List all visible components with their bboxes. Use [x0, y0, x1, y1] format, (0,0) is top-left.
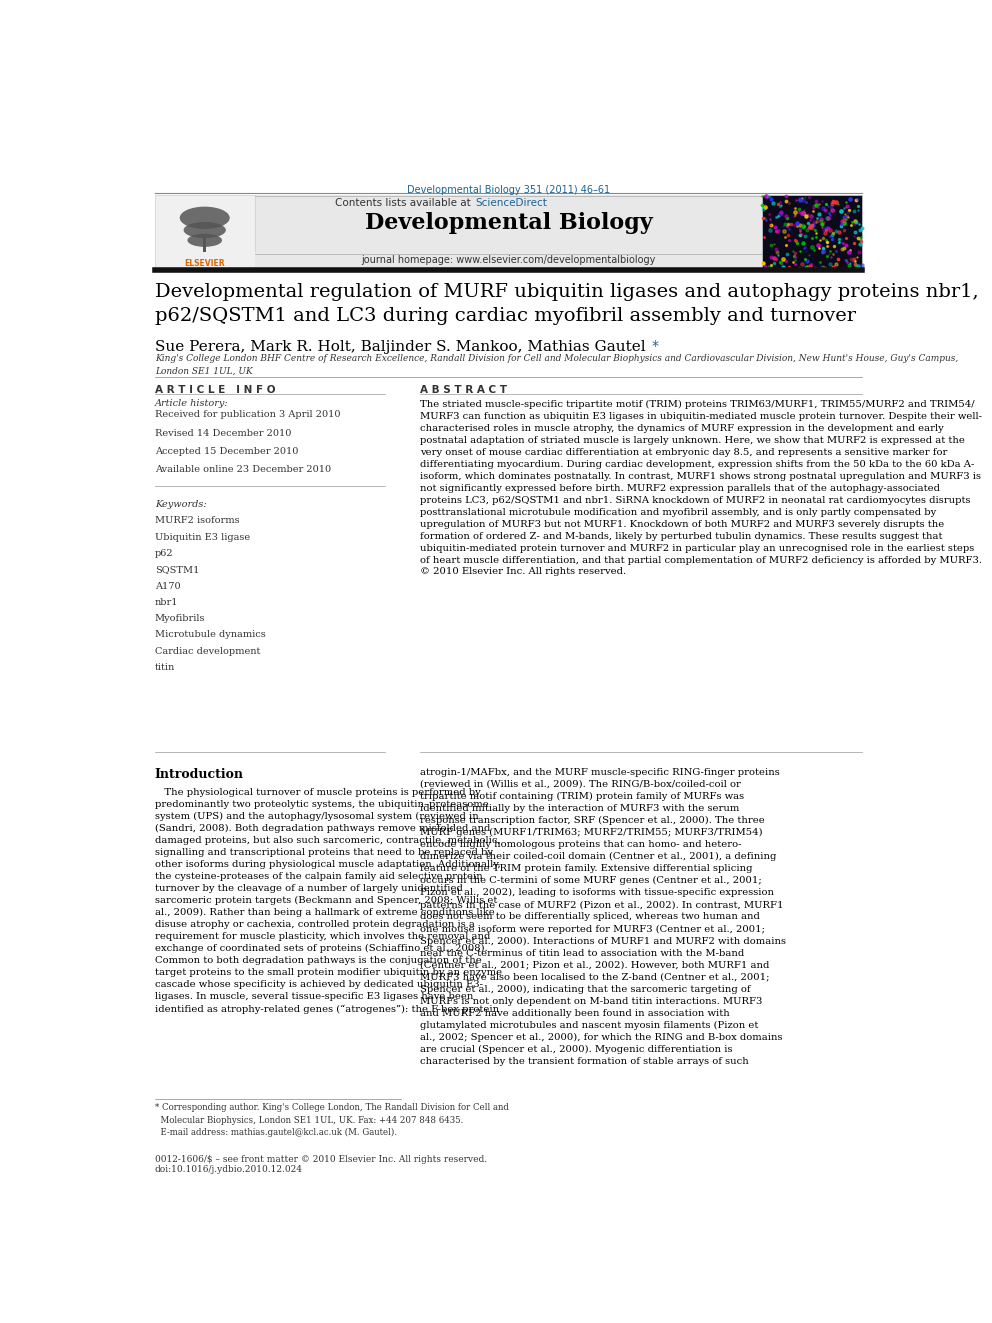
FancyBboxPatch shape — [255, 253, 762, 269]
Text: The physiological turnover of muscle proteins is performed by
predominantly two : The physiological turnover of muscle pro… — [155, 789, 502, 1013]
Text: * Corresponding author. King's College London, The Randall Division for Cell and: * Corresponding author. King's College L… — [155, 1103, 509, 1138]
Bar — [203, 238, 206, 253]
Text: Article history:: Article history: — [155, 400, 228, 409]
Text: Microtubule dynamics: Microtubule dynamics — [155, 631, 266, 639]
Text: journal homepage: www.elsevier.com/developmentalbiology: journal homepage: www.elsevier.com/devel… — [361, 254, 656, 265]
Text: Accepted 15 December 2010: Accepted 15 December 2010 — [155, 447, 299, 456]
Text: A B S T R A C T: A B S T R A C T — [420, 385, 507, 394]
FancyBboxPatch shape — [762, 196, 862, 269]
Text: A R T I C L E   I N F O: A R T I C L E I N F O — [155, 385, 275, 394]
Text: p62: p62 — [155, 549, 174, 558]
Text: The striated muscle-specific tripartite motif (TRIM) proteins TRIM63/MURF1, TRIM: The striated muscle-specific tripartite … — [420, 400, 982, 577]
Text: titin: titin — [155, 663, 175, 672]
Text: Developmental regulation of MURF ubiquitin ligases and autophagy proteins nbr1,
: Developmental regulation of MURF ubiquit… — [155, 283, 978, 324]
Text: MURF2 isoforms: MURF2 isoforms — [155, 516, 239, 525]
Text: A170: A170 — [155, 582, 181, 590]
Text: Ubiquitin E3 ligase: Ubiquitin E3 ligase — [155, 533, 250, 541]
Text: Revised 14 December 2010: Revised 14 December 2010 — [155, 429, 291, 438]
Text: Available online 23 December 2010: Available online 23 December 2010 — [155, 466, 331, 475]
Text: Keywords:: Keywords: — [155, 500, 206, 509]
Text: Cardiac development: Cardiac development — [155, 647, 260, 656]
Text: King's College London BHF Centre of Research Excellence, Randall Division for Ce: King's College London BHF Centre of Rese… — [155, 355, 958, 376]
Text: *: * — [652, 339, 659, 352]
Text: Developmental Biology: Developmental Biology — [364, 212, 653, 234]
Ellipse shape — [187, 234, 222, 247]
Text: ELSEVIER: ELSEVIER — [185, 258, 225, 267]
Text: Received for publication 3 April 2010: Received for publication 3 April 2010 — [155, 410, 340, 419]
Text: Introduction: Introduction — [155, 767, 244, 781]
Text: Sue Perera, Mark R. Holt, Baljinder S. Mankoo, Mathias Gautel: Sue Perera, Mark R. Holt, Baljinder S. M… — [155, 340, 650, 355]
Text: ScienceDirect: ScienceDirect — [475, 198, 548, 209]
Text: Developmental Biology 351 (2011) 46–61: Developmental Biology 351 (2011) 46–61 — [407, 185, 610, 196]
Ellipse shape — [180, 206, 230, 229]
Text: SQSTM1: SQSTM1 — [155, 565, 199, 574]
Ellipse shape — [184, 222, 226, 238]
Text: doi:10.1016/j.ydbio.2010.12.024: doi:10.1016/j.ydbio.2010.12.024 — [155, 1166, 303, 1175]
FancyBboxPatch shape — [255, 196, 762, 254]
Text: atrogin-1/MAFbx, and the MURF muscle-specific RING-finger proteins
(reviewed in : atrogin-1/MAFbx, and the MURF muscle-spe… — [420, 767, 786, 1066]
FancyBboxPatch shape — [155, 196, 255, 269]
Text: 0012-1606/$ – see front matter © 2010 Elsevier Inc. All rights reserved.: 0012-1606/$ – see front matter © 2010 El… — [155, 1155, 487, 1164]
Text: Contents lists available at: Contents lists available at — [335, 198, 474, 209]
Text: nbr1: nbr1 — [155, 598, 179, 607]
Text: Myofibrils: Myofibrils — [155, 614, 205, 623]
